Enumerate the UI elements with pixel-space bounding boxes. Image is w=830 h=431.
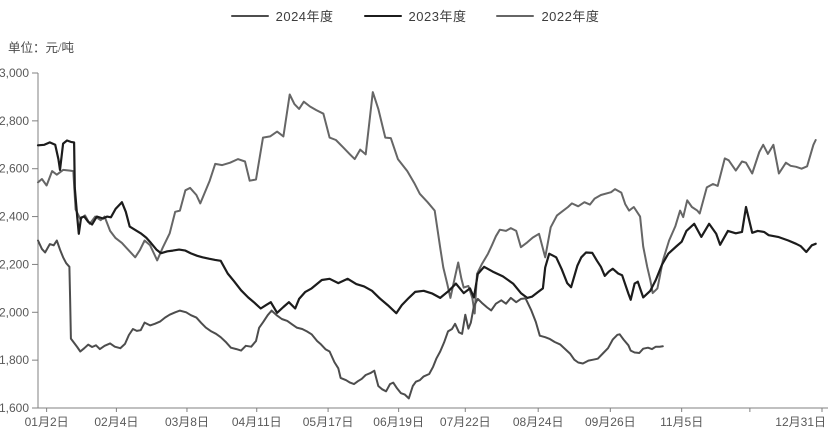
x-tick-label: 04月11日 — [232, 415, 282, 429]
y-tick-label: 3,000 — [0, 66, 29, 80]
y-tick-label: 1,600 — [0, 401, 29, 415]
y-tick-label: 2,000 — [0, 305, 29, 319]
x-tick-label: 05月17日 — [303, 415, 354, 429]
legend-label-2024: 2024年度 — [275, 9, 334, 24]
x-tick-label: 08月24日 — [513, 415, 564, 429]
x-tick-label: 11月5日 — [660, 415, 703, 429]
legend-item-2023[interactable]: 2023年度 — [363, 6, 467, 25]
series-line-2023年度 — [36, 139, 817, 315]
legend-item-2022[interactable]: 2022年度 — [496, 6, 599, 25]
legend-line-swatch-2022 — [496, 14, 535, 17]
legend-label-2022: 2022年度 — [541, 9, 600, 24]
chart-legend: 2024年度 2023年度 2022年度 — [0, 6, 830, 25]
series-line-2022年度 — [37, 91, 817, 315]
legend-line-swatch-2024 — [230, 14, 269, 17]
y-tick-label: 2,600 — [0, 162, 29, 176]
x-tick-label: 12月31日 — [775, 415, 826, 429]
axis-unit-label: 单位：元/吨 — [8, 41, 74, 55]
y-tick-label: 2,800 — [0, 114, 29, 128]
y-tick-label: 2,200 — [0, 257, 29, 271]
legend-line-swatch-2023 — [363, 14, 402, 17]
x-tick-label: 09月26日 — [585, 415, 636, 429]
legend-label-2023: 2023年度 — [408, 9, 467, 24]
x-tick-label: 07月22日 — [440, 415, 491, 429]
y-tick-label: 1,800 — [0, 353, 29, 367]
y-tick-label: 2,400 — [0, 210, 29, 224]
legend-item-2024[interactable]: 2024年度 — [230, 6, 334, 25]
series-line-2024年度 — [37, 239, 664, 400]
x-tick-label: 06月19日 — [373, 415, 424, 429]
x-tick-label: 02月4日 — [94, 415, 138, 429]
x-tick-label: 03月8日 — [165, 415, 209, 429]
x-tick-label: 01月2日 — [25, 415, 69, 429]
